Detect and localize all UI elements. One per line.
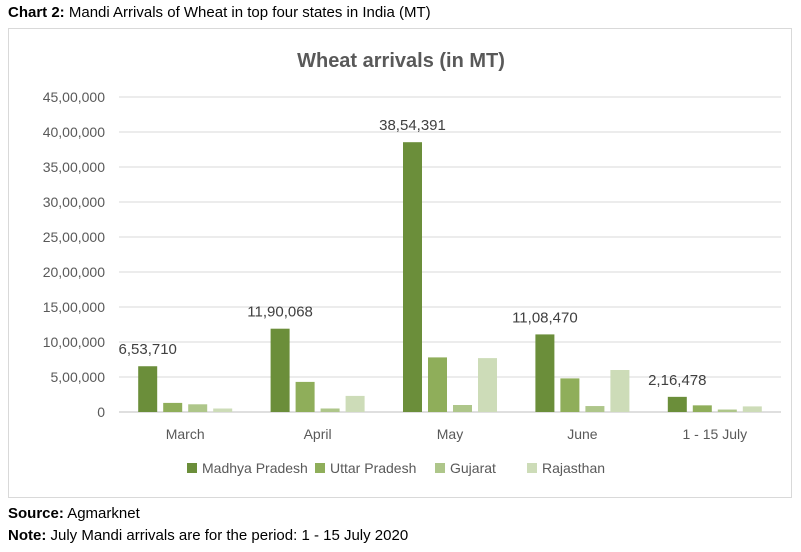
bar (403, 142, 422, 412)
bar (345, 395, 365, 412)
legend-label: Rajasthan (542, 460, 605, 476)
note-label: Note: (8, 527, 47, 544)
legend-swatch (187, 463, 197, 473)
bar (428, 357, 447, 412)
bar (453, 405, 472, 412)
note-line: Note: July Mandi arrivals are for the pe… (8, 527, 408, 544)
legend: Madhya Pradesh Uttar Pradesh Gujarat Rajast… (187, 460, 605, 476)
data-label: 38,54,391 (379, 117, 446, 134)
bars (138, 142, 762, 412)
source-text: Agmarknet (67, 505, 140, 522)
source-line: Source: Agmarknet (8, 505, 140, 522)
bar (478, 358, 497, 412)
bar (692, 405, 712, 412)
chart-caption-text: Mandi Arrivals of Wheat in top four stat… (68, 4, 431, 21)
data-label: 11,08,470 (512, 309, 578, 326)
x-tick-label: 1 - 15 July (683, 426, 748, 442)
y-tick-label: 30,00,000 (43, 194, 105, 210)
chart-title: Wheat arrivals (in MT) (297, 50, 505, 72)
bar (138, 366, 158, 412)
x-axis: March April May June 1 - 15 July (166, 426, 747, 442)
data-label: 2,16,478 (648, 372, 706, 389)
gridlines (119, 96, 781, 413)
x-tick-label: June (567, 426, 598, 442)
bar (320, 408, 340, 412)
legend-label: Madhya Pradesh (202, 460, 308, 476)
y-tick-label: 15,00,000 (43, 299, 105, 315)
legend-swatch (435, 463, 445, 473)
legend-label: Gujarat (450, 460, 496, 476)
bar (163, 402, 183, 412)
bar (270, 328, 290, 412)
y-tick-label: 0 (97, 404, 105, 420)
x-tick-label: March (166, 426, 205, 442)
y-tick-label: 5,00,000 (51, 369, 106, 385)
legend-swatch (527, 463, 537, 473)
chart-frame: Wheat arrivals (in MT) 0 5,00,000 10,00,00… (8, 28, 792, 498)
bar (295, 381, 315, 412)
chart-caption: Chart 2: Mandi Arrivals of Wheat in top … (8, 4, 431, 21)
bar (717, 409, 737, 412)
bar (610, 370, 630, 412)
bar (535, 334, 555, 412)
y-tick-label: 10,00,000 (43, 334, 105, 350)
y-tick-label: 45,00,000 (43, 89, 105, 105)
bar (188, 404, 208, 412)
chart-caption-prefix: Chart 2: (8, 4, 65, 21)
legend-label: Uttar Pradesh (330, 460, 416, 476)
note-text: July Mandi arrivals are for the period: … (50, 527, 409, 544)
bar (560, 378, 580, 412)
y-axis: 0 5,00,000 10,00,000 15,00,000 20,00,000 25,0… (43, 89, 106, 420)
data-label: 6,53,710 (119, 341, 177, 358)
bar (667, 396, 687, 412)
source-label: Source: (8, 505, 64, 522)
y-tick-label: 40,00,000 (43, 124, 105, 140)
bar (742, 406, 762, 412)
data-label: 11,90,068 (247, 304, 313, 321)
x-tick-label: April (304, 426, 332, 442)
bar (585, 406, 605, 412)
bar (213, 408, 233, 412)
x-tick-label: May (437, 426, 463, 442)
y-tick-label: 20,00,000 (43, 264, 105, 280)
wheat-arrivals-chart: Wheat arrivals (in MT) 0 5,00,000 10,00,00… (43, 50, 781, 476)
y-tick-label: 25,00,000 (43, 229, 105, 245)
data-labels: 6,53,710 11,90,068 38,54,391 11,08,470 2,16,… (119, 117, 707, 389)
legend-swatch (315, 463, 325, 473)
y-tick-label: 35,00,000 (43, 159, 105, 175)
